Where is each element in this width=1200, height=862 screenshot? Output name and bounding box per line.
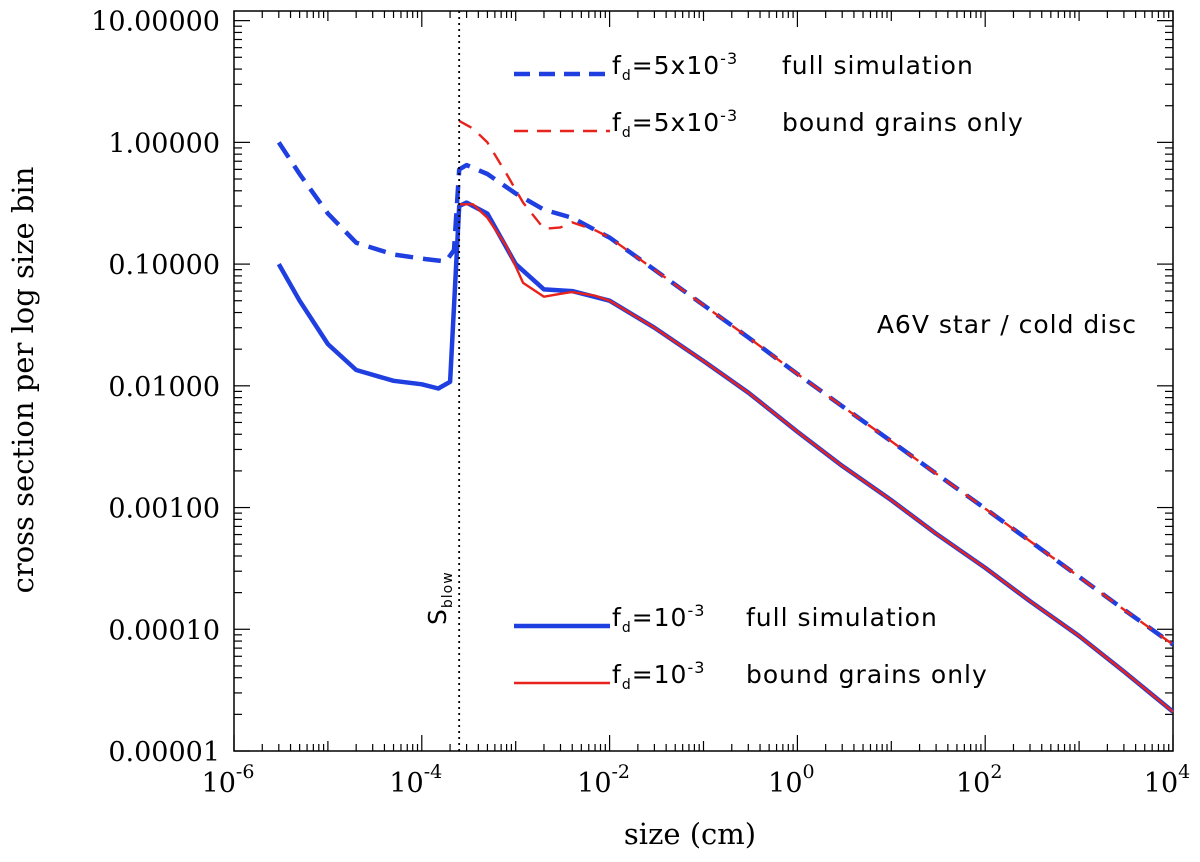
svg-text:fd=5x10-3: fd=5x10-3 xyxy=(612,106,738,141)
x-tick-label: 100 xyxy=(768,761,814,799)
legend-label-fd5e-3-bound: bound grains only xyxy=(782,108,1024,137)
blowout-size-label: Sblow xyxy=(423,571,456,625)
x-tick-label: 102 xyxy=(956,761,1002,799)
svg-text:fd=10-3: fd=10-3 xyxy=(612,658,705,693)
svg-text:fd=5x10-3: fd=5x10-3 xyxy=(612,49,738,84)
y-axis-title: cross section per log size bin xyxy=(6,167,40,594)
legend-label-fd5e-3-full: full simulation xyxy=(782,51,974,80)
x-tick-label: 10-4 xyxy=(389,761,442,799)
y-tick-label: 0.00010 xyxy=(108,615,220,646)
y-tick-label: 0.10000 xyxy=(108,250,220,281)
legend-label-fd1e-3-bound: bound grains only xyxy=(746,660,988,689)
y-tick-label: 0.00001 xyxy=(108,737,220,768)
x-axis-tick-labels: 10-6 10-4 10-2 100 102 104 xyxy=(202,761,1191,799)
legend-fd-label: f xyxy=(612,51,622,80)
x-tick-label: 10-6 xyxy=(202,761,255,799)
legend-item-fd5e-3-bound: fd=5x10-3 bound grains only xyxy=(514,106,1024,141)
y-tick-label: 1.00000 xyxy=(108,128,220,159)
legend-label-fd1e-3-full: full simulation xyxy=(746,603,938,632)
y-tick-label: 0.01000 xyxy=(108,372,220,403)
star-disc-annotation: A6V star / cold disc xyxy=(877,310,1137,339)
y-tick-label: 0.00100 xyxy=(108,494,220,525)
series-line-fd1e-3-full xyxy=(276,200,1175,714)
x-tick-label: 104 xyxy=(1144,761,1190,799)
x-tick-label: 10-2 xyxy=(577,761,630,799)
y-axis-tick-labels: 10.00000 1.00000 0.10000 0.01000 0.00100 0.00… xyxy=(91,7,220,768)
series-line-fd1e-3-bound xyxy=(459,203,1174,713)
svg-text:fd=10-3: fd=10-3 xyxy=(612,601,705,636)
legend-item-fd5e-3-full: fd=5x10-3 full simulation xyxy=(514,49,974,84)
legend: fd=5x10-3 full simulation fd=5x10-3 boun… xyxy=(514,49,1024,693)
legend-item-fd1e-3-bound: fd=10-3 bound grains only xyxy=(514,658,988,693)
legend-item-fd1e-3-full: fd=10-3 full simulation xyxy=(514,601,938,636)
series-line-fd5e-3-bound xyxy=(458,119,1174,646)
x-axis-title: size (cm) xyxy=(624,817,756,851)
axis-ticks xyxy=(233,11,1174,752)
series-line-fd5e-3-full xyxy=(276,141,1175,647)
y-tick-label: 10.00000 xyxy=(91,7,220,38)
series-layer xyxy=(276,119,1175,714)
